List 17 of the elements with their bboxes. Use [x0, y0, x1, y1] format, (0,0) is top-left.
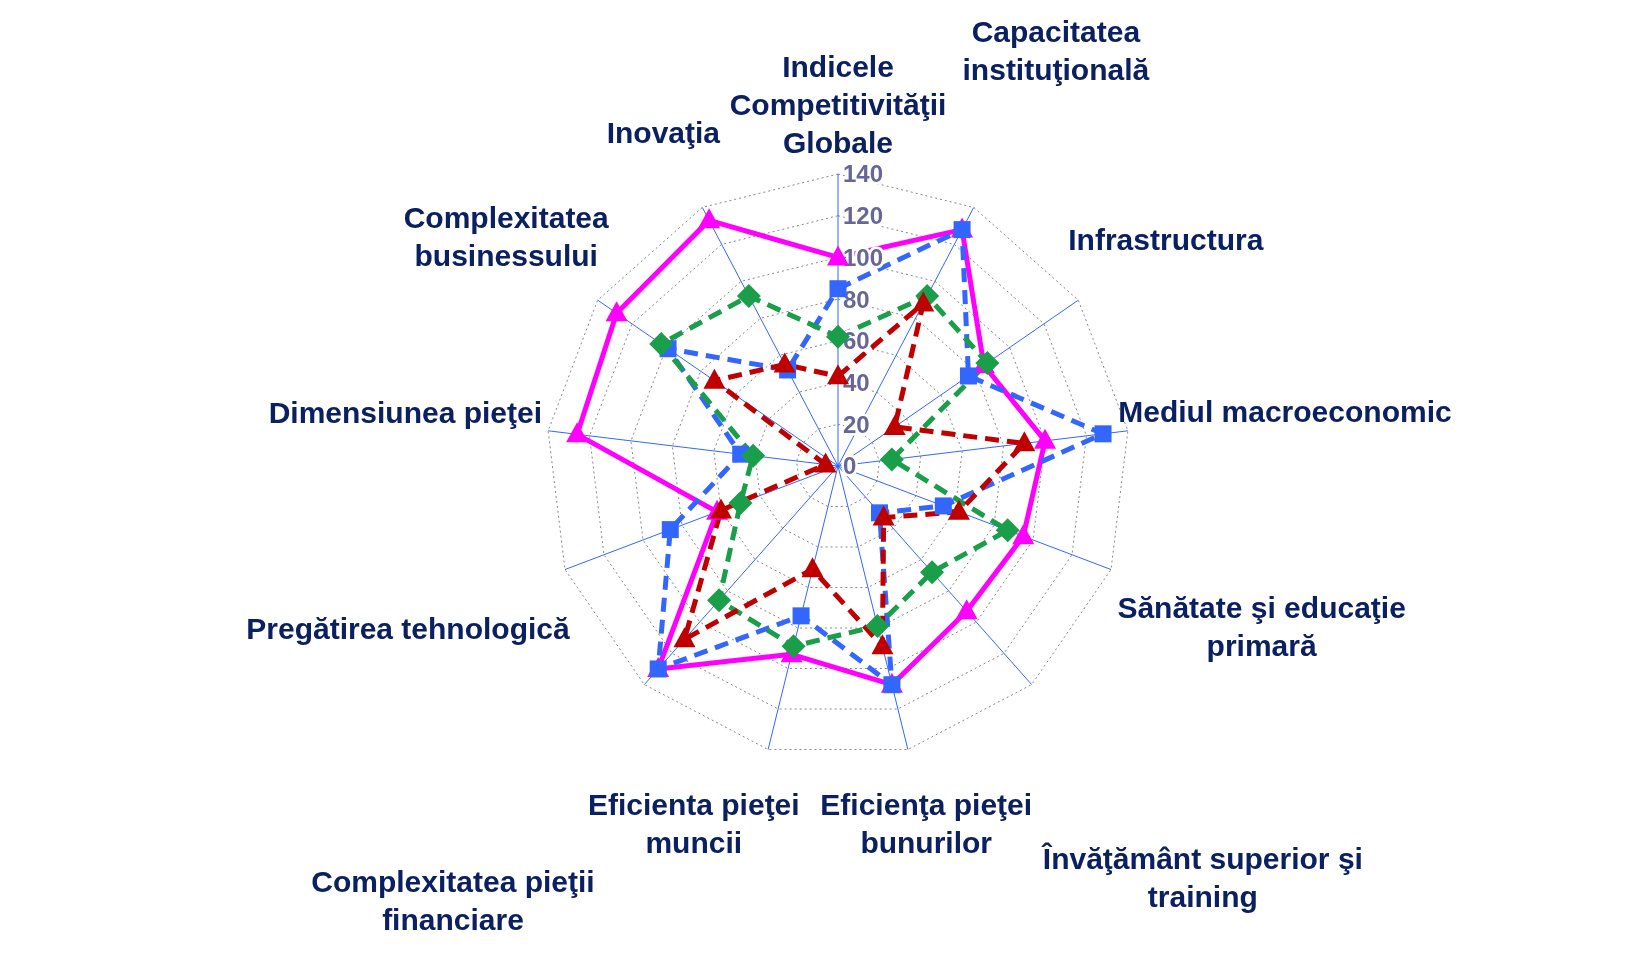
spoke-label: Capacitatea instituţională	[962, 14, 1150, 86]
spoke-label: Sănătate şi educaţie primară	[1117, 590, 1406, 662]
spoke-label: Infrastructura	[1068, 222, 1264, 256]
spoke-label: Dimensiunea pieţei	[268, 396, 543, 430]
spoke-label: Mediul macroeconomic	[1118, 394, 1452, 428]
spoke-label: Indicele Competitivităţii Globale	[729, 50, 947, 159]
spoke-label: Inovaţia	[606, 116, 721, 150]
spoke-label: Complexitatea pieţii financiare	[311, 864, 595, 936]
y-tick-label: 80	[843, 285, 870, 313]
y-tick-label: 140	[843, 160, 884, 188]
y-tick-label: 120	[843, 202, 884, 230]
spoke-label: Complexitatea businessului	[403, 200, 610, 272]
spoke-label: Eficienţa pieţei bunurilor	[820, 787, 1033, 859]
spoke-label: Pregătirea tehnologică	[246, 612, 571, 646]
spoke-label: Eficienta pieţei muncii	[587, 787, 800, 859]
y-tick-label: 40	[843, 368, 870, 396]
spoke-label: Învăţământ superior şi training	[1040, 841, 1363, 913]
